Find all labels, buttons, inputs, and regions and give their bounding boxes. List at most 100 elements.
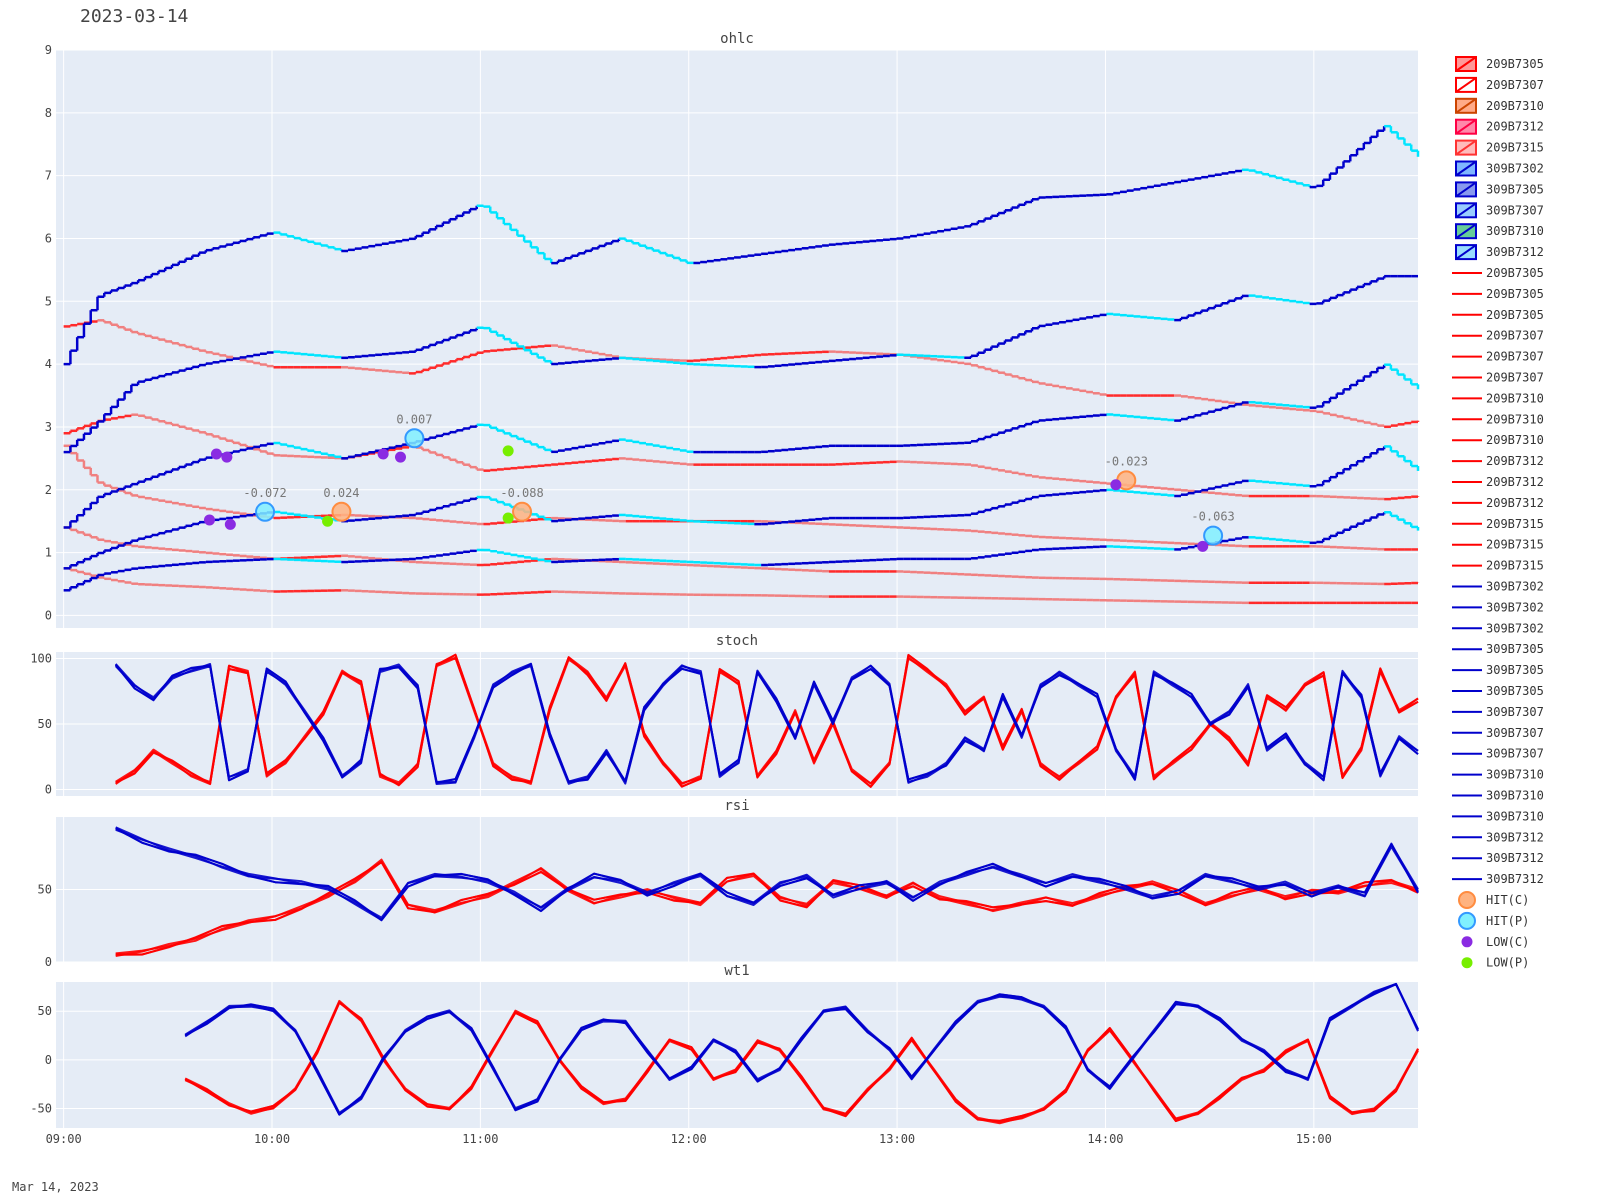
low-call-marker	[377, 448, 389, 460]
legend-label: 209B7305	[1486, 266, 1544, 280]
x-tick-label: 11:00	[462, 1132, 498, 1146]
legend-label: LOW(P)	[1486, 956, 1529, 970]
legend-label: 309B7312	[1486, 245, 1544, 259]
legend-label: 309B7305	[1486, 684, 1544, 698]
legend-item: 309B7302	[1455, 160, 1544, 177]
x-tick-label: 15:00	[1296, 1132, 1332, 1146]
rsi-put-line	[115, 827, 1419, 921]
legend-ohlc-swatch	[1455, 181, 1477, 198]
legend-ohlc-swatch	[1455, 97, 1477, 114]
legend-label: LOW(C)	[1486, 935, 1529, 949]
legend-label: 209B7312	[1486, 454, 1544, 468]
legend-item: 309B7312	[1452, 872, 1544, 886]
subplot-title: ohlc	[720, 31, 754, 47]
legend-item: HIT(C)	[1458, 891, 1529, 909]
low-call-marker	[210, 448, 222, 460]
legend-ohlc-swatch	[1455, 223, 1477, 240]
legend-label: 309B7307	[1486, 726, 1544, 740]
hit-call-marker	[331, 501, 352, 522]
marker-annotation: -0.063	[1191, 510, 1234, 524]
legend-item: 309B7305	[1455, 181, 1544, 198]
legend-label: 209B7315	[1486, 141, 1544, 155]
legend-item: 209B7312	[1452, 496, 1544, 510]
legend-item: 209B7312	[1455, 118, 1544, 135]
x-tick-label: 09:00	[46, 1132, 82, 1146]
legend-item: 209B7310	[1452, 412, 1544, 426]
y-tick-label: 4	[45, 357, 52, 371]
panel-stoch: 0 50 100 stoch	[30, 633, 1419, 796]
legend-item: HIT(P)	[1458, 911, 1529, 930]
legend-ohlc-swatch	[1455, 202, 1477, 219]
legend-item: 309B7310	[1452, 809, 1544, 823]
legend-item: 209B7312	[1452, 475, 1544, 489]
legend-label: 309B7310	[1486, 224, 1544, 238]
hit-put-marker	[1203, 525, 1224, 546]
x-axis-date-label: Mar 14, 2023	[12, 1180, 99, 1194]
y-tick-label: 0	[45, 608, 52, 622]
hit-put-marker	[404, 428, 425, 449]
legend-label: 309B7302	[1486, 600, 1544, 614]
marker-annotation: 0.007	[396, 412, 432, 426]
y-tick-label: -50	[30, 1102, 52, 1116]
legend-item: 209B7307	[1455, 76, 1544, 93]
legend-label: 309B7312	[1486, 830, 1544, 844]
y-tick-label: 50	[38, 1004, 52, 1018]
legend-item: 209B7310	[1452, 433, 1544, 447]
legend-hit-swatch	[1458, 911, 1476, 930]
legend-label: 309B7307	[1486, 747, 1544, 761]
legend-label: 209B7305	[1486, 57, 1544, 71]
legend-label: 309B7307	[1486, 705, 1544, 719]
subplot-title: rsi	[724, 798, 749, 814]
legend-item: 309B7305	[1452, 642, 1544, 656]
legend-label: 209B7307	[1486, 371, 1544, 385]
legend-item: 209B7305	[1452, 266, 1544, 280]
y-tick-label: 6	[45, 231, 52, 245]
legend-label: 309B7310	[1486, 809, 1544, 823]
legend-item: 309B7307	[1452, 726, 1544, 740]
page-title: 2023-03-14	[80, 6, 189, 27]
legend-item: LOW(P)	[1461, 956, 1529, 970]
marker-annotation: 0.024	[323, 486, 359, 500]
ohlc-series-309B7305	[63, 274, 1418, 454]
legend-item: 309B7307	[1455, 202, 1544, 219]
hit-put-marker	[255, 501, 276, 522]
legend-item: 209B7307	[1452, 350, 1544, 364]
legend-item: 309B7307	[1452, 747, 1544, 761]
legend-ohlc-swatch	[1455, 244, 1477, 260]
legend-item: 209B7307	[1452, 371, 1544, 385]
low-call-marker	[221, 451, 233, 463]
legend-label: 309B7305	[1486, 182, 1544, 196]
legend-label: 309B7312	[1486, 872, 1544, 886]
low-call-marker	[394, 451, 406, 463]
legend-label: 309B7310	[1486, 789, 1544, 803]
legend-ohlc-swatch	[1455, 56, 1477, 72]
legend-label: 209B7312	[1486, 475, 1544, 489]
y-tick-label: 50	[38, 717, 52, 731]
legend-label: HIT(P)	[1486, 914, 1529, 928]
legend-item: 209B7305	[1455, 56, 1544, 72]
ohlc-series-309B7312	[63, 510, 1420, 592]
legend-item: 209B7315	[1452, 517, 1544, 531]
hit-call-marker	[512, 501, 533, 522]
legend-low-swatch	[1461, 936, 1473, 948]
legend-item: 309B7310	[1452, 789, 1544, 803]
legend-label: 209B7307	[1486, 78, 1544, 92]
ohlc-series-209B7312	[63, 526, 1420, 586]
legend-ohlc-swatch	[1455, 160, 1477, 177]
legend-label: 209B7315	[1486, 559, 1544, 573]
legend-label: 309B7302	[1486, 162, 1544, 176]
ohlc-series-209B7315	[63, 567, 1418, 605]
panel-wt1: -50 0 50 wt1	[30, 963, 1419, 1128]
legend-item: 309B7305	[1452, 663, 1544, 677]
legend-label: 209B7315	[1486, 517, 1544, 531]
legend-label: 309B7302	[1486, 621, 1544, 635]
subplot-title: stoch	[716, 633, 758, 649]
legend-item: 309B7302	[1452, 600, 1544, 614]
legend-item: 309B7302	[1452, 621, 1544, 635]
legend-label: 209B7312	[1486, 496, 1544, 510]
low-call-marker	[203, 514, 215, 526]
y-tick-label: 3	[45, 420, 52, 434]
legend-item: 309B7302	[1452, 580, 1544, 594]
y-tick-label: 9	[45, 43, 52, 57]
